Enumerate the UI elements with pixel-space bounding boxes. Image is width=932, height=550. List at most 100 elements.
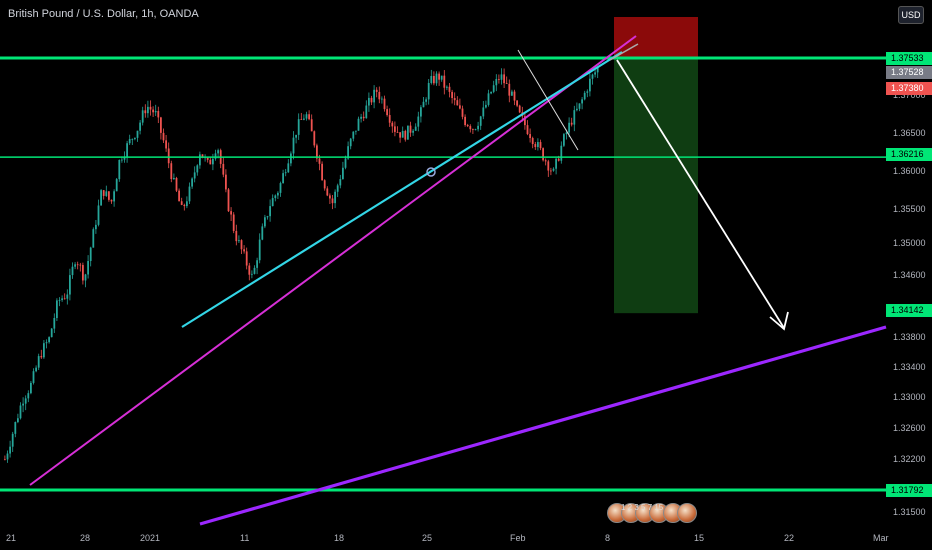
candle-body	[199, 154, 201, 166]
price-tag: 1.36216	[886, 148, 932, 161]
candle-body	[386, 109, 388, 116]
candle-body	[456, 100, 459, 106]
candle-body	[160, 117, 162, 133]
candle-body	[326, 188, 329, 196]
candle-body	[79, 264, 82, 266]
candle-body	[547, 161, 550, 171]
candle-body	[183, 204, 186, 207]
candle-body	[427, 82, 430, 100]
candle-body	[388, 115, 391, 123]
candle-body	[578, 103, 581, 109]
candle-body	[451, 91, 453, 99]
candle-body	[344, 158, 347, 168]
candle-body	[342, 167, 344, 180]
candle-body	[266, 216, 269, 218]
candle-body	[201, 154, 204, 158]
candle-body	[331, 198, 334, 204]
economic-events[interactable]: 1 2 3 5 7 15	[607, 502, 697, 524]
candle-body	[594, 72, 596, 75]
candle-body	[401, 130, 404, 138]
candle-body	[271, 198, 274, 207]
candle-body	[576, 108, 578, 111]
candle-body	[544, 160, 547, 162]
candle-body	[568, 122, 570, 133]
candle-body	[173, 178, 175, 180]
candle-body	[461, 108, 464, 117]
candle-body	[433, 75, 435, 84]
candle-body	[290, 153, 292, 164]
candle-body	[245, 251, 248, 266]
candle-body	[329, 195, 331, 199]
candle-body	[355, 130, 357, 132]
candle-body	[492, 85, 495, 92]
event-flag-icon[interactable]	[677, 503, 697, 523]
candle-body	[516, 100, 518, 106]
candle-body	[505, 83, 508, 84]
price-axis-label: 1.36000	[893, 166, 926, 176]
time-axis-label: 22	[784, 533, 795, 543]
candle-body	[373, 89, 375, 103]
candle-body	[534, 144, 537, 148]
price-tag: 1.37380	[886, 82, 932, 95]
candle-body	[170, 163, 173, 180]
candle-body	[529, 134, 531, 139]
candle-body	[503, 74, 505, 84]
candle-body	[542, 148, 544, 161]
candle-body	[139, 122, 141, 131]
candle-body	[352, 131, 355, 139]
candle-body	[305, 114, 308, 119]
candle-body	[518, 105, 521, 113]
candle-body	[149, 106, 152, 110]
candle-body	[560, 145, 563, 161]
time-axis-label: 28	[80, 533, 91, 543]
thin-trendline	[517, 49, 579, 151]
candle-body	[313, 131, 316, 146]
candle-body	[113, 191, 115, 202]
candle-body	[339, 179, 342, 186]
candle-body	[365, 105, 368, 119]
candle-body	[277, 192, 279, 196]
cyan-trendline	[181, 51, 623, 328]
candle-body	[56, 300, 58, 319]
candle-body	[217, 150, 219, 154]
candle-body	[347, 146, 349, 159]
candle-body	[243, 249, 245, 252]
candle-body	[17, 418, 19, 423]
time-axis-label: 18	[334, 533, 345, 543]
candle-body	[552, 168, 555, 171]
candle-body	[180, 201, 183, 205]
candle-body	[225, 174, 227, 190]
candle-body	[310, 119, 313, 132]
candle-body	[279, 183, 282, 193]
candle-body	[165, 140, 167, 149]
candle-body	[482, 107, 485, 117]
candle-body	[222, 163, 225, 175]
candle-body	[563, 134, 565, 146]
events-counts: 1 2 3 5 7 15	[621, 503, 664, 512]
price-axis-label: 1.33800	[893, 332, 926, 342]
candle-body	[381, 98, 383, 100]
candle-body	[14, 422, 17, 434]
candle-body	[477, 125, 479, 130]
candle-body	[446, 86, 448, 88]
time-axis-label: 21	[6, 533, 17, 543]
candle-body	[513, 91, 516, 101]
candle-body	[297, 119, 300, 135]
price-axis-label: 1.33000	[893, 392, 926, 402]
candle-body	[227, 189, 230, 212]
candle-body	[212, 158, 214, 165]
stop-loss-zone	[614, 17, 698, 58]
candle-body	[253, 267, 256, 274]
candle-body	[539, 142, 542, 149]
candle-body	[214, 153, 217, 159]
candle-body	[448, 86, 451, 92]
candle-body	[235, 230, 238, 242]
candle-body	[191, 178, 193, 187]
price-tag: 1.37528	[886, 66, 932, 79]
candle-body	[100, 190, 102, 206]
currency-button[interactable]: USD	[898, 6, 924, 24]
candle-body	[425, 99, 427, 102]
candle-body	[152, 109, 154, 113]
